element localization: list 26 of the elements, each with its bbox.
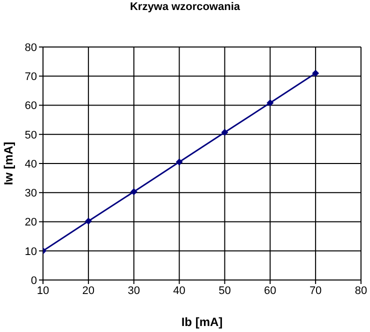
x-tick-label: 20 [82,284,95,297]
y-tick-label: 0 [30,274,37,287]
x-tick-label: 30 [128,284,140,297]
x-tick-label: 50 [218,284,231,297]
y-tick-label: 70 [24,71,37,84]
point [130,188,138,196]
x-tick-label: 40 [173,284,186,297]
x-tick-label: 60 [264,284,276,297]
x-axis-title: Ib [mA] [181,315,223,329]
x-tick-label: 70 [309,284,322,297]
point [312,70,320,77]
point [84,218,92,225]
y-tick-label: 60 [24,100,37,112]
y-tick-label: 50 [24,129,37,142]
point [221,128,228,136]
y-tick-label: 40 [24,158,37,170]
y-tick-label: 10 [24,246,37,258]
y-tick-label: 30 [24,188,37,200]
point [266,99,274,106]
x-tick-label: 80 [354,284,368,297]
y-tick-label: 80 [24,42,37,54]
y-tick-label: 20 [24,216,37,229]
x-tick-label: 10 [36,284,50,297]
chart-title: Krzywa wzorcowania [128,0,242,14]
point [176,158,183,166]
y-axis-title: Iw [mA] [1,142,16,186]
